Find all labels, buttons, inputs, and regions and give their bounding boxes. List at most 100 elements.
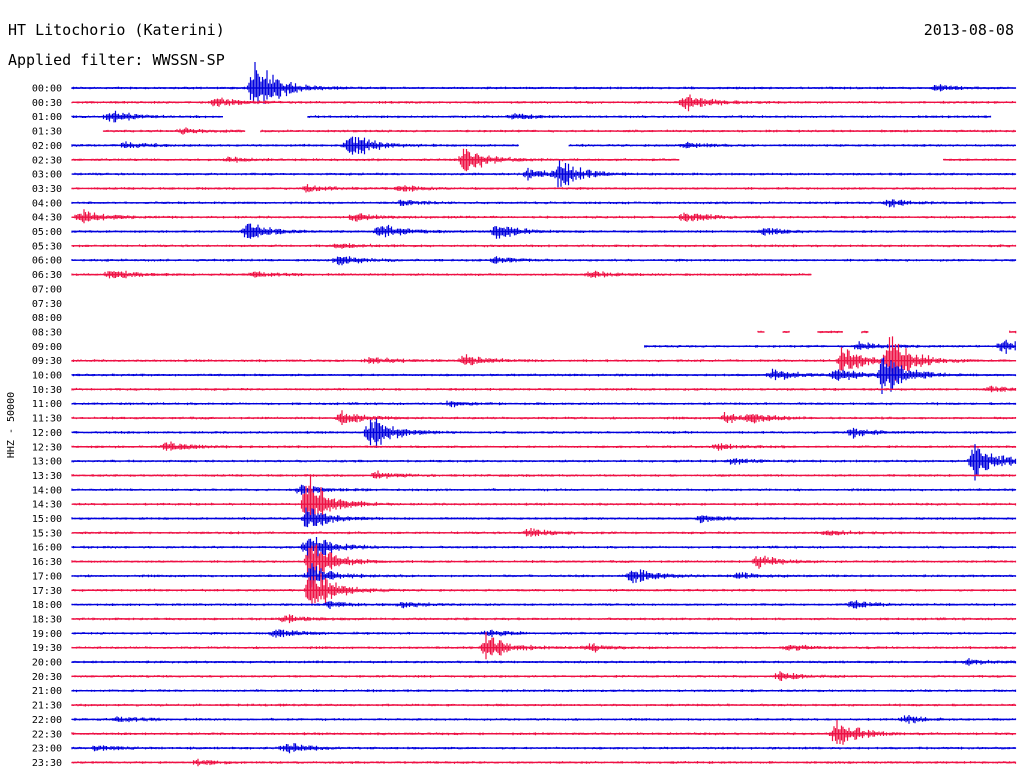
- trace-line: [1009, 330, 1017, 334]
- time-label: 03:00: [32, 170, 62, 181]
- trace-line: [71, 703, 1017, 707]
- time-label: 06:00: [32, 256, 62, 267]
- trace-line: [861, 330, 869, 334]
- trace-line: [307, 113, 992, 120]
- time-label: 09:00: [32, 342, 62, 353]
- time-label: 18:30: [32, 614, 62, 625]
- time-label: 04:30: [32, 213, 62, 224]
- time-label: 19:00: [32, 629, 62, 640]
- trace-line: [71, 136, 519, 155]
- trace-line: [817, 330, 843, 334]
- time-label: 09:30: [32, 356, 62, 367]
- trace-line: [71, 544, 1017, 579]
- trace-line: [71, 474, 1017, 525]
- trace-line: [71, 444, 1017, 481]
- time-label: 06:30: [32, 270, 62, 281]
- trace-line: [71, 418, 1017, 448]
- trace-line: [71, 209, 1017, 224]
- date-label: 2013-08-08: [923, 21, 1014, 39]
- trace-line: [71, 720, 1017, 745]
- time-label: 22:30: [32, 729, 62, 740]
- trace-line: [71, 573, 1017, 606]
- time-label: 00:00: [32, 84, 62, 95]
- trace-line: [71, 715, 1017, 724]
- time-label: 04:00: [32, 198, 62, 209]
- time-label: 10:30: [32, 385, 62, 396]
- time-label: 13:00: [32, 457, 62, 468]
- trace-line: [260, 129, 1016, 133]
- trace-line: [943, 158, 1017, 162]
- time-label: 11:00: [32, 399, 62, 410]
- trace-line: [71, 110, 223, 123]
- trace-line: [71, 689, 1017, 693]
- time-label: 02:00: [32, 141, 62, 152]
- trace-line: [782, 330, 790, 333]
- time-label: 13:30: [32, 471, 62, 482]
- trace-line: [71, 600, 1017, 609]
- trace-line: [71, 62, 1017, 104]
- time-label: 14:00: [32, 485, 62, 496]
- time-label: 03:30: [32, 184, 62, 195]
- time-axis-labels: 00:00 00:30 01:00 01:30 02:00 02:30 03:00 03:30…: [32, 84, 62, 769]
- time-label: 23:00: [32, 744, 62, 755]
- time-label: 16:30: [32, 557, 62, 568]
- trace-line: [71, 658, 1017, 666]
- time-label: 05:30: [32, 241, 62, 252]
- filter-label: Applied filter: WWSSN-SP: [8, 51, 225, 69]
- trace-line: [71, 148, 679, 172]
- time-label: 15:30: [32, 528, 62, 539]
- trace-line: [71, 758, 1017, 767]
- trace-line: [71, 671, 1017, 681]
- trace-line: [71, 336, 1017, 382]
- trace-group: [71, 62, 1017, 767]
- time-label: 19:30: [32, 643, 62, 654]
- time-label: 20:30: [32, 672, 62, 683]
- time-label: 14:30: [32, 500, 62, 511]
- time-label: 00:30: [32, 98, 62, 109]
- time-label: 12:00: [32, 428, 62, 439]
- trace-line: [71, 507, 1017, 528]
- time-label: 21:30: [32, 701, 62, 712]
- trace-line: [71, 357, 1017, 394]
- trace-line: [71, 743, 1017, 754]
- trace-line: [71, 470, 1017, 479]
- time-label: 02:30: [32, 155, 62, 166]
- trace-line: [71, 563, 1017, 588]
- time-label: 17:30: [32, 586, 62, 597]
- station-title: HT Litochorio (Katerini): [8, 21, 225, 39]
- trace-line: [71, 184, 1017, 193]
- time-label: 21:00: [32, 686, 62, 697]
- trace-line: [71, 632, 1017, 660]
- time-label: 11:30: [32, 414, 62, 425]
- trace-line: [71, 94, 1017, 112]
- trace-line: [71, 614, 1017, 624]
- time-label: 10:00: [32, 371, 62, 382]
- time-label: 16:00: [32, 543, 62, 554]
- time-label: 07:30: [32, 299, 62, 310]
- trace-line: [71, 537, 1017, 560]
- time-label: 05:00: [32, 227, 62, 238]
- trace-line: [71, 223, 1017, 239]
- time-label: 15:00: [32, 514, 62, 525]
- trace-line: [71, 256, 1017, 266]
- time-label: 17:00: [32, 571, 62, 582]
- trace-line: [102, 127, 246, 135]
- time-label: 22:00: [32, 715, 62, 726]
- trace-line: [71, 400, 1017, 408]
- y-axis-label: HHZ - 50000: [6, 392, 17, 458]
- trace-line: [71, 160, 1017, 188]
- time-label: 23:30: [32, 758, 62, 769]
- time-label: 18:00: [32, 600, 62, 611]
- time-label: 08:00: [32, 313, 62, 324]
- trace-line: [757, 330, 765, 333]
- time-label: 01:00: [32, 112, 62, 123]
- trace-line: [71, 385, 1017, 393]
- trace-line: [71, 441, 1017, 451]
- trace-line: [71, 270, 811, 279]
- trace-line: [71, 528, 1017, 537]
- time-label: 20:00: [32, 658, 62, 669]
- trace-line: [71, 243, 1017, 249]
- trace-line: [71, 629, 1017, 638]
- trace-line: [71, 484, 1017, 495]
